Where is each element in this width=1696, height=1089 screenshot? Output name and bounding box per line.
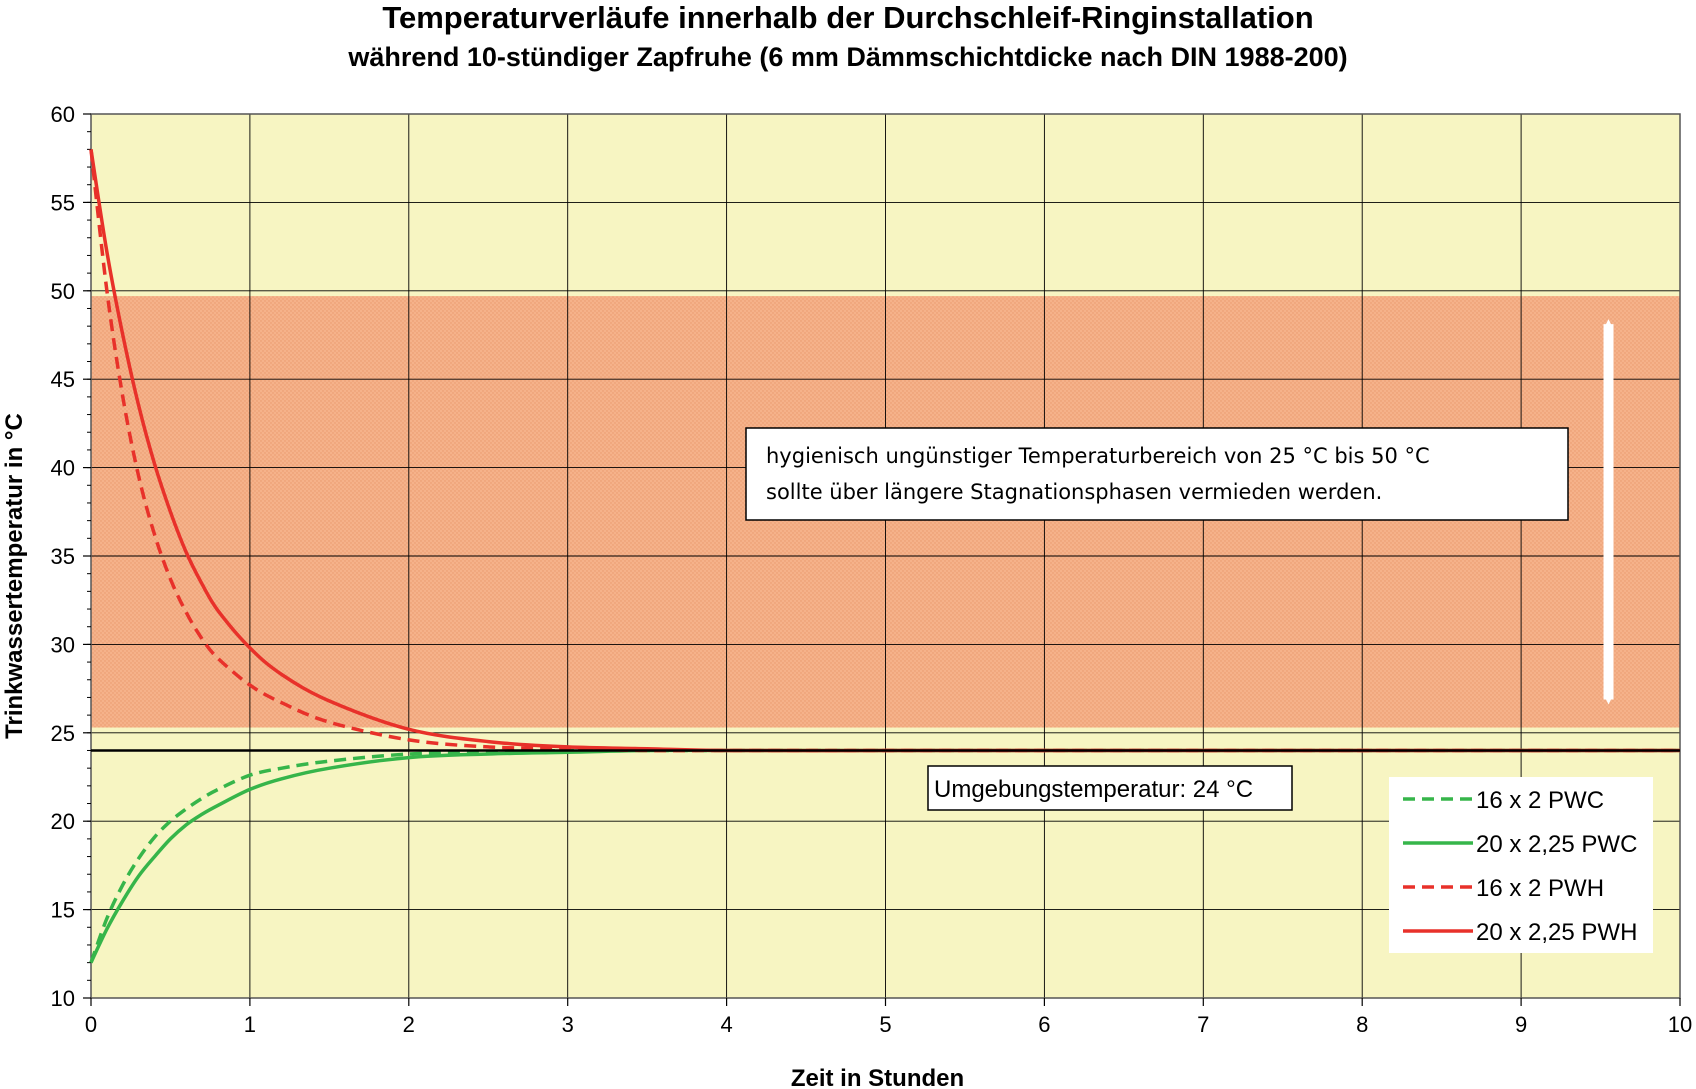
x-tick-label: 2 (403, 1012, 415, 1037)
y-tick-label: 55 (51, 190, 75, 215)
y-tick-label: 25 (51, 721, 75, 746)
x-tick-label: 6 (1038, 1012, 1050, 1037)
legend-label: 20 x 2,25 PWH (1476, 919, 1637, 946)
y-tick-label: 40 (51, 456, 75, 481)
legend: 16 x 2 PWC 20 x 2,25 PWC 16 x 2 PWH 20 x 2,… (1389, 777, 1653, 953)
annotation-line: sollte über längere Stagnationsphasen ve… (766, 480, 1382, 504)
x-tick-label: 8 (1356, 1012, 1368, 1037)
series-line-1 (89, 748, 1680, 964)
y-tick-label: 35 (51, 544, 75, 569)
annotation-line: hygienisch ungünstiger Temperaturbereich… (766, 444, 1430, 468)
y-tick-label: 60 (51, 102, 75, 127)
x-tick-label: 3 (562, 1012, 574, 1037)
x-tick-label: 0 (85, 1012, 97, 1037)
y-axis-label: Trinkwassertemperatur in °C (1, 413, 28, 739)
series-line-3 (89, 149, 1680, 753)
y-axis: 10 15 20 25 30 35 40 45 50 55 60 (51, 102, 91, 1011)
legend-label: 20 x 2,25 PWC (1476, 831, 1637, 858)
x-tick-label: 10 (1668, 1012, 1692, 1037)
x-tick-label: 4 (720, 1012, 732, 1037)
y-tick-label: 50 (51, 279, 75, 304)
chart-subtitle: während 10-stündiger Zapfruhe (6 mm Dämm… (347, 42, 1347, 72)
ambient-label-box: Umgebungstemperatur: 24 °C (927, 765, 1293, 811)
legend-label: 16 x 2 PWC (1476, 787, 1604, 814)
legend-label: 16 x 2 PWH (1476, 875, 1604, 902)
ambient-label: Umgebungstemperatur: 24 °C (934, 776, 1253, 803)
y-tick-label: 45 (51, 367, 75, 392)
x-tick-label: 7 (1197, 1012, 1209, 1037)
chart-title: Temperaturverläufe innerhalb der Durchsc… (382, 0, 1313, 35)
x-axis: 0 1 2 3 4 5 6 7 8 9 10 (85, 998, 1692, 1037)
x-axis-label: Zeit in Stunden (791, 1065, 964, 1089)
y-tick-label: 15 (51, 898, 75, 923)
y-tick-label: 30 (51, 632, 75, 657)
annotation-box: hygienisch ungünstiger Temperaturbereich… (745, 427, 1569, 521)
y-tick-label: 10 (51, 986, 75, 1011)
x-tick-label: 5 (879, 1012, 891, 1037)
x-tick-label: 1 (244, 1012, 256, 1037)
x-tick-label: 9 (1515, 1012, 1527, 1037)
y-tick-label: 20 (51, 809, 75, 834)
